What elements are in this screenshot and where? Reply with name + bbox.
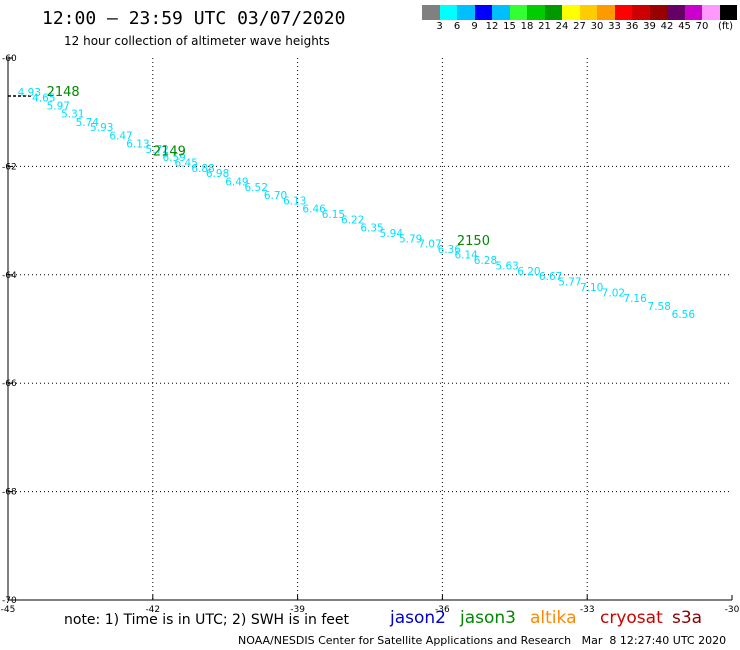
wave-height-point: 6.49	[225, 176, 248, 188]
wave-height-point: 6.47	[109, 130, 132, 142]
color-swatch-2	[457, 5, 475, 20]
wave-height-point: 6.20	[517, 266, 540, 278]
wave-height-point: 6.52	[245, 182, 268, 194]
color-scale-label: (ft)	[717, 21, 734, 32]
time-label: 2150	[457, 234, 490, 249]
color-scale-label: 18	[520, 21, 534, 32]
wave-height-point: 5.31	[61, 109, 84, 121]
legend-jason3: jason3	[460, 608, 516, 628]
x-tick-label: -39	[290, 605, 305, 615]
legend-s3a: s3a	[672, 608, 703, 628]
wave-height-point: 7.16	[623, 293, 647, 305]
time-label: 2149	[153, 145, 186, 160]
wave-height-point: 6.13	[126, 138, 149, 150]
color-swatch-15	[684, 5, 702, 20]
color-scale-label: 21	[538, 21, 551, 32]
color-scale-label: 39	[643, 21, 656, 32]
wave-height-point: 6.88	[191, 163, 214, 175]
color-swatch-14	[667, 5, 685, 20]
wave-height-point: 7.07	[418, 239, 441, 251]
wave-height-point: 4.65	[32, 92, 55, 104]
color-scale-label: 33	[608, 21, 621, 32]
color-scale-label: 12	[485, 21, 499, 32]
color-swatch-6	[527, 5, 545, 20]
color-swatch-4	[492, 5, 510, 20]
y-tick-label: -60	[2, 54, 17, 64]
color-swatch-10	[597, 5, 615, 20]
x-tick-label: -30	[725, 605, 740, 615]
color-swatch-1	[439, 5, 457, 20]
wave-height-point: 6.70	[264, 190, 287, 202]
wave-height-point: 6.59	[162, 152, 185, 164]
x-tick-label: -45	[1, 605, 16, 615]
y-tick-label: -64	[2, 271, 17, 281]
color-swatch-5	[509, 5, 527, 20]
y-tick-label: -62	[2, 162, 17, 172]
wave-height-point: 5.63	[495, 260, 518, 272]
time-label: 2148	[47, 85, 80, 100]
wave-height-point: 5.74	[76, 117, 100, 129]
wave-height-point: 6.14	[454, 250, 478, 262]
legend-altika: altika	[530, 608, 577, 628]
wave-height-point: 6.36	[438, 244, 462, 256]
x-tick-label: -42	[145, 605, 160, 615]
legend-jason2: jason2	[390, 608, 446, 628]
color-scale-label: 36	[625, 21, 639, 32]
note-text: note: 1) Time is in UTC; 2) SWH is in fe…	[64, 612, 350, 628]
wave-height-point: 5.93	[90, 122, 113, 134]
y-tick-label: -70	[2, 596, 17, 606]
wave-height-point: 4.93	[18, 87, 41, 99]
color-swatch-3	[474, 5, 492, 20]
y-tick-label: -66	[2, 379, 17, 389]
wave-height-point: 6.45	[175, 157, 198, 169]
color-scale-label: 24	[555, 21, 569, 32]
color-swatch-17	[719, 5, 737, 20]
x-tick-label: -33	[580, 605, 595, 615]
wave-height-point: 6.98	[206, 168, 229, 180]
color-scale-label: 70	[695, 21, 709, 32]
wave-height-point: 6.28	[474, 255, 497, 267]
color-scale-label: 30	[590, 21, 604, 32]
wave-height-point: 5.77	[558, 277, 581, 289]
color-swatch-12	[632, 5, 650, 20]
legend-cryosat: cryosat	[600, 608, 663, 628]
wave-height-point: 5.72	[146, 144, 169, 156]
y-tick-label: -68	[2, 488, 17, 498]
color-swatch-8	[562, 5, 580, 20]
wave-height-point: 6.56	[672, 309, 696, 321]
color-scale-label: 45	[678, 21, 691, 32]
color-scale-label: 27	[573, 21, 586, 32]
chart-title: 12:00 – 23:59 UTC 03/07/2020	[42, 8, 346, 29]
wave-height-point: 5.94	[380, 228, 404, 240]
color-swatch-9	[579, 5, 597, 20]
color-swatch-0	[422, 5, 440, 20]
wave-height-point: 6.13	[283, 195, 306, 207]
color-swatch-11	[614, 5, 632, 20]
color-scale-label: 3	[436, 21, 443, 32]
wave-height-point: 6.15	[322, 209, 345, 221]
wave-height-point: 7.10	[580, 282, 603, 294]
wave-height-point: 7.58	[648, 301, 671, 313]
color-swatch-13	[649, 5, 667, 20]
color-scale-label: 15	[503, 21, 516, 32]
wave-height-point: 6.35	[360, 222, 383, 234]
color-scale-bar	[422, 5, 737, 20]
wave-height-point: 5.79	[399, 233, 422, 245]
x-tick-label: -36	[435, 605, 450, 615]
color-swatch-7	[544, 5, 562, 20]
color-scale-label: 42	[660, 21, 674, 32]
footer-credit: NOAA/NESDIS Center for Satellite Applica…	[238, 634, 727, 647]
wave-height-point: 7.02	[602, 287, 625, 299]
color-scale-label: 6	[453, 21, 461, 32]
wave-height-point: 6.67	[539, 271, 562, 283]
wave-height-point: 6.46	[302, 203, 326, 215]
color-scale-label: 9	[471, 21, 478, 32]
color-swatch-16	[702, 5, 720, 20]
wave-height-point: 5.97	[47, 100, 70, 112]
wave-height-point: 6.22	[341, 214, 364, 226]
chart-subtitle: 12 hour collection of altimeter wave hei…	[64, 34, 330, 48]
